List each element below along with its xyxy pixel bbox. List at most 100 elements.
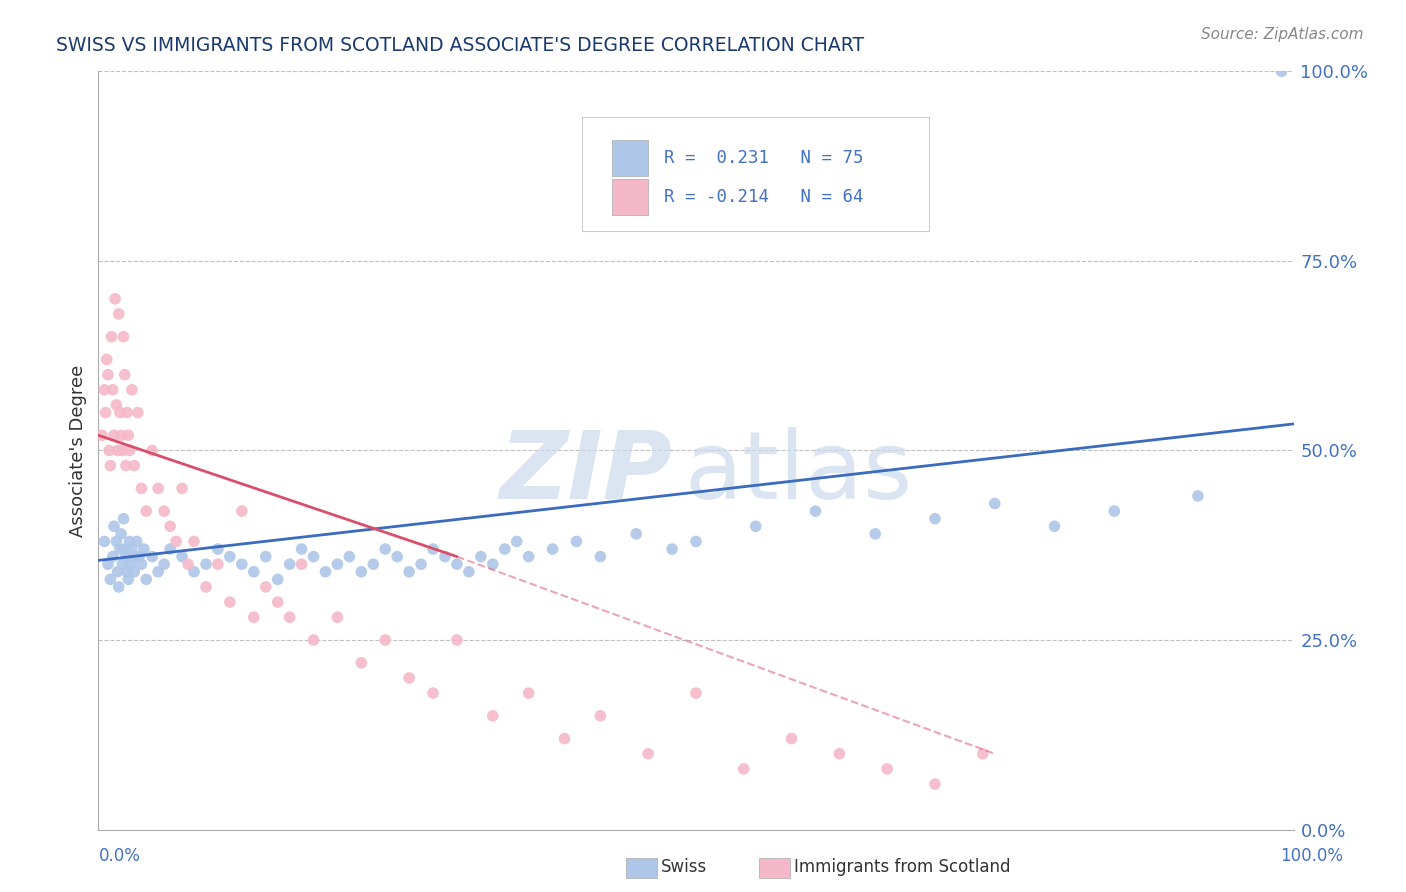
Point: [374, 633, 396, 648]
Point: [350, 565, 373, 579]
Text: 0.0%: 0.0%: [98, 847, 141, 865]
Point: [172, 549, 194, 564]
Point: [132, 542, 155, 557]
Point: [494, 542, 516, 557]
Point: [112, 512, 135, 526]
Point: [745, 519, 768, 533]
Point: [865, 526, 887, 541]
Point: [183, 565, 205, 579]
Point: [93, 534, 115, 549]
Text: SWISS VS IMMIGRANTS FROM SCOTLAND ASSOCIATE'S DEGREE CORRELATION CHART: SWISS VS IMMIGRANTS FROM SCOTLAND ASSOCI…: [56, 36, 865, 54]
FancyBboxPatch shape: [613, 139, 648, 176]
Point: [101, 383, 124, 397]
Point: [291, 557, 314, 572]
Point: [243, 565, 266, 579]
Point: [302, 633, 325, 648]
Point: [131, 557, 153, 572]
FancyBboxPatch shape: [582, 117, 929, 230]
Point: [97, 557, 120, 572]
Point: [517, 686, 540, 700]
Point: [111, 443, 134, 458]
Point: [159, 542, 181, 557]
Point: [148, 482, 170, 496]
Point: [110, 526, 132, 541]
Point: [135, 573, 157, 587]
Point: [114, 542, 136, 557]
Point: [141, 549, 163, 564]
Point: [115, 405, 138, 420]
Point: [733, 762, 755, 776]
Point: [125, 534, 148, 549]
Point: [98, 458, 122, 473]
Point: [278, 610, 301, 624]
Point: [131, 482, 153, 496]
Point: [117, 428, 139, 442]
Point: [127, 405, 149, 420]
Point: [231, 504, 253, 518]
Point: [103, 519, 125, 533]
Point: [219, 595, 242, 609]
Point: [98, 443, 121, 458]
Point: [589, 549, 612, 564]
Point: [350, 656, 373, 670]
Point: [231, 557, 253, 572]
Point: [481, 708, 505, 723]
Point: [876, 762, 898, 776]
Point: [115, 458, 138, 473]
Point: [446, 557, 468, 572]
Point: [122, 549, 145, 564]
Point: [339, 549, 361, 564]
Text: Immigrants from Scotland: Immigrants from Scotland: [794, 858, 1011, 876]
Point: [107, 307, 129, 321]
Point: [637, 747, 659, 761]
Point: [98, 573, 122, 587]
FancyBboxPatch shape: [613, 179, 648, 216]
Point: [108, 405, 131, 420]
Point: [302, 549, 325, 564]
Point: [589, 708, 612, 723]
Point: [385, 549, 409, 564]
Point: [120, 557, 142, 572]
Point: [446, 633, 468, 648]
Point: [96, 352, 118, 367]
Point: [541, 542, 564, 557]
Point: [924, 777, 946, 791]
Point: [326, 557, 349, 572]
Text: 100.0%: 100.0%: [1279, 847, 1343, 865]
Point: [172, 482, 194, 496]
Point: [565, 534, 588, 549]
Point: [91, 428, 114, 442]
Point: [804, 504, 827, 518]
Point: [195, 580, 218, 594]
Point: [107, 580, 129, 594]
Point: [685, 534, 707, 549]
Point: [1271, 64, 1294, 78]
Point: [141, 443, 163, 458]
Text: Source: ZipAtlas.com: Source: ZipAtlas.com: [1201, 27, 1364, 42]
Point: [481, 557, 505, 572]
Point: [828, 747, 851, 761]
Point: [159, 519, 181, 533]
Point: [243, 610, 266, 624]
Point: [105, 534, 128, 549]
Point: [291, 542, 314, 557]
Point: [278, 557, 301, 572]
Point: [517, 549, 540, 564]
Point: [326, 610, 349, 624]
Point: [661, 542, 683, 557]
Point: [121, 542, 143, 557]
Point: [121, 383, 143, 397]
Point: [195, 557, 218, 572]
Point: [97, 368, 120, 382]
Point: [177, 557, 200, 572]
Point: [114, 368, 136, 382]
Point: [104, 292, 127, 306]
Point: [94, 405, 117, 420]
Point: [115, 549, 138, 564]
Point: [110, 428, 132, 442]
Point: [254, 580, 277, 594]
Text: R = -0.214   N = 64: R = -0.214 N = 64: [664, 188, 863, 206]
Y-axis label: Associate's Degree: Associate's Degree: [69, 364, 87, 537]
Point: [374, 542, 396, 557]
Point: [984, 496, 1007, 510]
